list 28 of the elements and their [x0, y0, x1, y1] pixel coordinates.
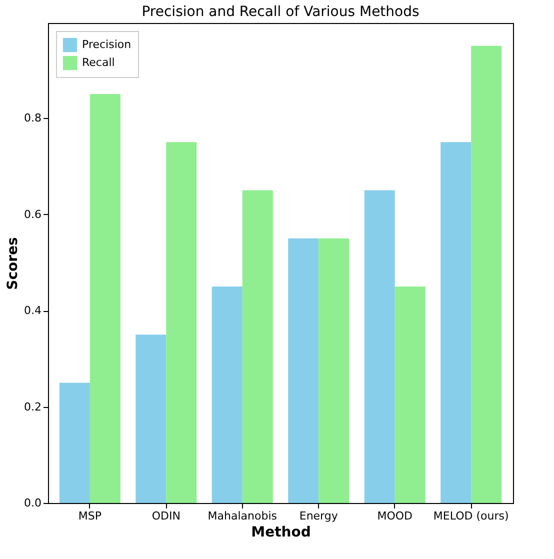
bar [212, 286, 242, 503]
y-axis-title: Scores [5, 237, 22, 290]
chart-title: Precision and Recall of Various Methods [142, 4, 420, 20]
bar [90, 94, 120, 503]
bar [364, 190, 395, 503]
bar [471, 46, 502, 503]
y-tick-label: 0.2 [24, 400, 42, 414]
x-tick-label: Mahalanobis [208, 510, 278, 522]
y-tick-label: 0.8 [24, 112, 42, 125]
bar [166, 142, 197, 503]
x-tick-label: Energy [299, 510, 338, 522]
x-tick-label: MELOD (ours) [433, 510, 509, 522]
bar [136, 334, 166, 503]
bar [440, 142, 472, 503]
bar [288, 238, 319, 503]
y-tick-label: 0.6 [24, 208, 42, 221]
x-tick-label: ODIN [152, 510, 180, 522]
x-axis-title: Method [251, 524, 311, 540]
legend-label: Recall [82, 56, 115, 69]
bar [242, 190, 273, 503]
bar [394, 286, 426, 503]
bar [318, 238, 350, 503]
x-tick-label: MOOD [377, 510, 412, 522]
x-tick-label: MSP [78, 510, 102, 522]
y-tick-label: 0.4 [24, 304, 42, 318]
bar [59, 382, 90, 503]
legend-label: Precision [82, 38, 132, 51]
y-tick-label: 0.0 [24, 496, 42, 510]
